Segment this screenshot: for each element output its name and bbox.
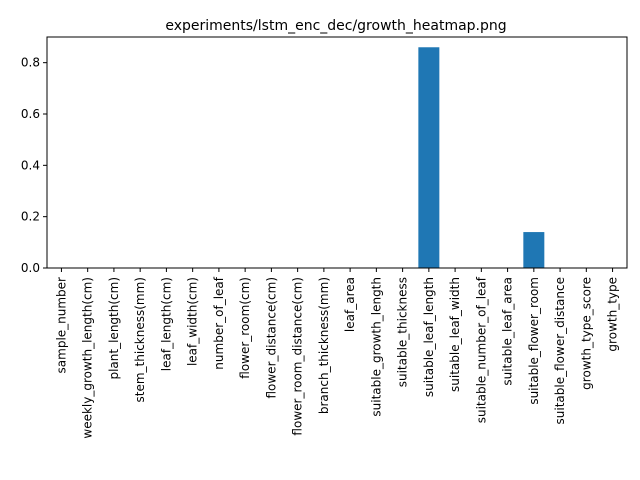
x-tick-label: weekly_growth_length(cm)	[81, 277, 95, 439]
x-tick-label: flower_room_distance(cm)	[291, 277, 305, 436]
x-tick-label: growth_type_score	[579, 277, 593, 390]
x-tick-label: plant_length(cm)	[107, 277, 121, 380]
bar-14	[418, 47, 440, 269]
bars-group	[418, 47, 545, 269]
y-tick-label: 0.8	[21, 56, 40, 70]
y-tick-label: 0.4	[21, 158, 40, 172]
x-tick-label: suitable_number_of_leaf	[474, 276, 488, 423]
y-axis: 0.0 0.2 0.4 0.6 0.8	[21, 56, 47, 275]
x-tick-label: flower_distance(cm)	[264, 277, 278, 399]
x-tick-label: suitable_leaf_length	[422, 277, 436, 397]
x-tick-label: suitable_thickness	[396, 277, 410, 387]
bar-18	[523, 232, 545, 268]
x-tick-label: suitable_flower_room	[527, 277, 541, 405]
x-tick-label: suitable_leaf_width	[448, 277, 462, 392]
x-tick-label: branch_thickness(mm)	[317, 277, 331, 414]
x-tick-label: growth_type	[606, 277, 620, 352]
y-tick-label: 0.2	[21, 210, 40, 224]
x-tick-label: stem_thickness(mm)	[133, 277, 147, 402]
x-tick-label: flower_room(cm)	[238, 277, 252, 379]
x-tick-label: leaf_area	[343, 277, 357, 332]
x-tick-label: suitable_flower_distance	[553, 277, 567, 424]
chart-title: experiments/lstm_enc_dec/growth_heatmap.…	[165, 18, 506, 34]
y-tick-label: 0.0	[21, 261, 40, 275]
x-tick-label: suitable_leaf_area	[501, 277, 515, 386]
plot-frame	[46, 36, 628, 269]
x-tick-label: suitable_growth_length	[369, 277, 383, 417]
y-tick-label: 0.6	[21, 107, 40, 121]
x-tick-label: sample_number	[54, 277, 68, 374]
x-tick-label: number_of_leaf	[212, 276, 226, 369]
x-tick-label: leaf_length(cm)	[159, 277, 173, 371]
x-tick-label: leaf_width(cm)	[186, 277, 200, 366]
x-axis: sample_number weekly_growth_length(cm) pla…	[54, 268, 620, 439]
